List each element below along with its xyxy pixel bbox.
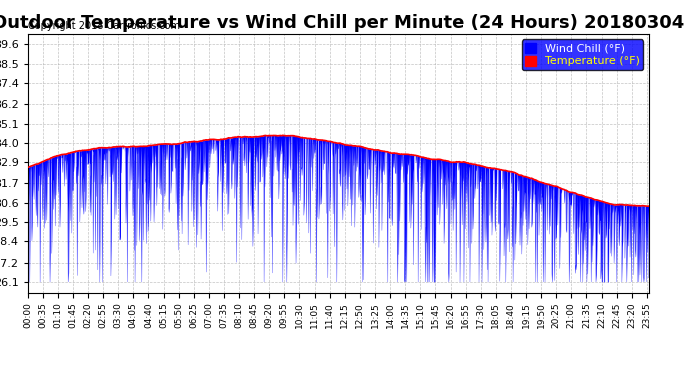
Text: Copyright 2018 Cartronics.com: Copyright 2018 Cartronics.com [28, 21, 179, 31]
Title: Outdoor Temperature vs Wind Chill per Minute (24 Hours) 20180304: Outdoor Temperature vs Wind Chill per Mi… [0, 14, 684, 32]
Legend: Wind Chill (°F), Temperature (°F): Wind Chill (°F), Temperature (°F) [522, 39, 643, 70]
